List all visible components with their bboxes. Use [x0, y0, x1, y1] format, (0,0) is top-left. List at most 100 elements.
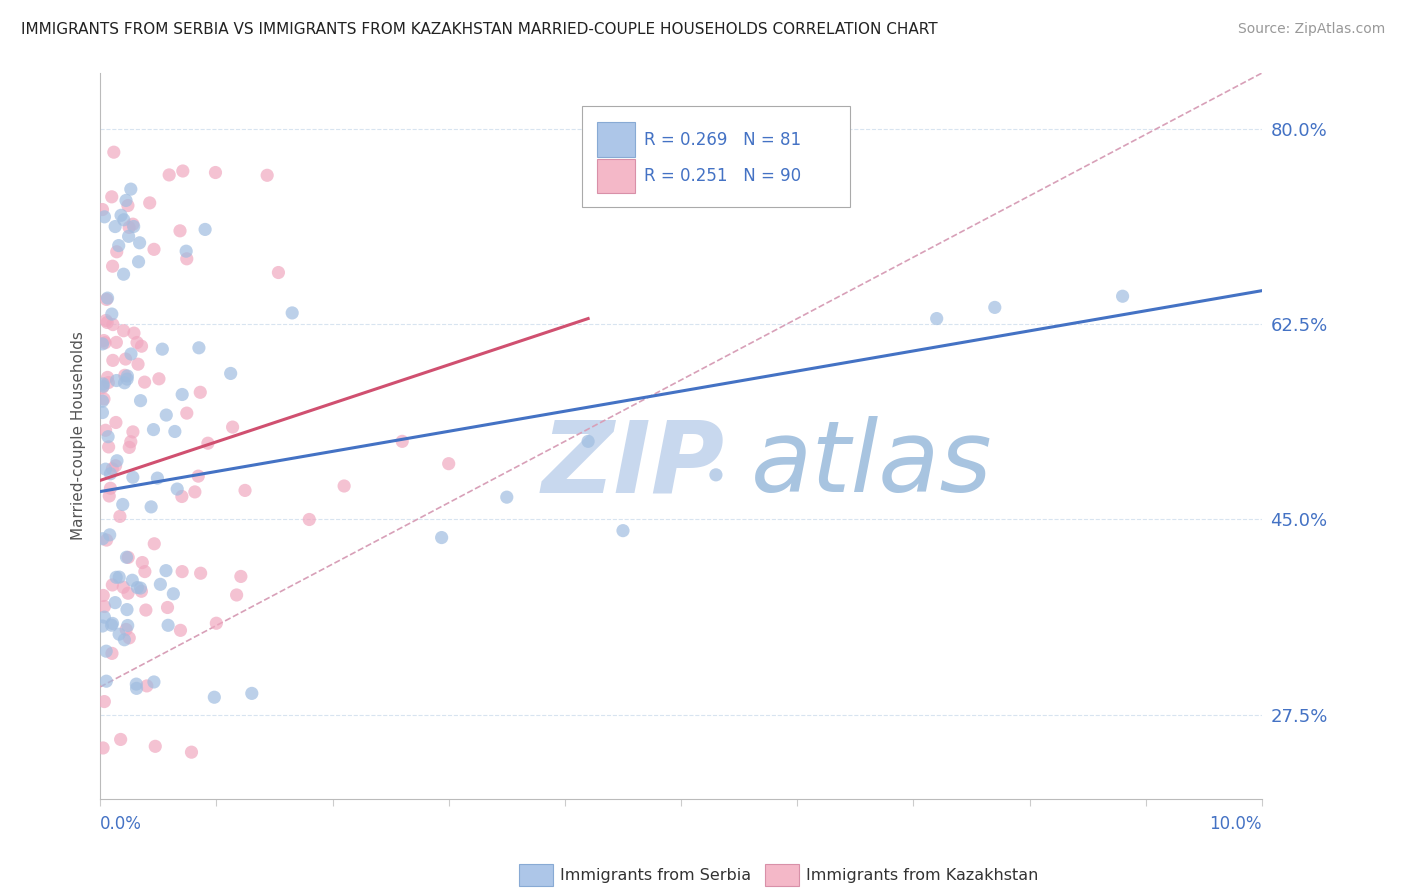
Point	[91, 741, 114, 756]
Point	[112, 212, 135, 227]
Point	[105, 335, 128, 350]
Point	[91, 532, 114, 546]
Point	[333, 479, 356, 493]
Point	[96, 644, 118, 658]
Point	[101, 259, 124, 273]
Point	[96, 370, 118, 384]
Point	[91, 406, 114, 420]
Point	[281, 306, 304, 320]
Point	[111, 498, 134, 512]
Point	[134, 375, 156, 389]
Point	[233, 483, 256, 498]
Point	[127, 581, 149, 595]
Point	[142, 423, 165, 437]
Point	[430, 531, 453, 545]
Point	[163, 425, 186, 439]
Point	[93, 599, 115, 614]
Point	[197, 436, 219, 450]
FancyBboxPatch shape	[582, 105, 849, 207]
Point	[91, 376, 114, 391]
Point	[122, 219, 145, 234]
Point	[115, 623, 138, 637]
Point	[104, 219, 127, 234]
Point	[157, 168, 180, 182]
Point	[120, 182, 142, 196]
Point	[117, 618, 139, 632]
Point	[115, 194, 138, 208]
Point	[93, 610, 115, 624]
Point	[100, 618, 122, 632]
Point	[94, 462, 117, 476]
Point	[117, 229, 139, 244]
Point	[112, 632, 135, 647]
Point	[114, 368, 136, 383]
Point	[205, 616, 228, 631]
Text: ZIP: ZIP	[541, 417, 724, 513]
Point	[194, 222, 217, 236]
Point	[93, 392, 115, 406]
Point	[101, 353, 124, 368]
Point	[134, 565, 156, 579]
Point	[91, 589, 114, 603]
Point	[176, 252, 198, 266]
Point	[104, 596, 127, 610]
Point	[97, 440, 120, 454]
Point	[149, 577, 172, 591]
Point	[96, 316, 118, 330]
Point	[97, 376, 120, 390]
Point	[121, 470, 143, 484]
Point	[97, 430, 120, 444]
Point	[131, 556, 153, 570]
Point	[170, 490, 193, 504]
Point	[135, 679, 157, 693]
Point	[128, 235, 150, 250]
Point	[91, 619, 114, 633]
Point	[125, 335, 148, 350]
Point	[612, 524, 634, 538]
Y-axis label: Married-couple Households: Married-couple Households	[72, 331, 86, 541]
Point	[101, 578, 124, 592]
Point	[169, 224, 191, 238]
Point	[184, 484, 207, 499]
Point	[129, 393, 152, 408]
Point	[115, 602, 138, 616]
Point	[187, 341, 209, 355]
Text: R = 0.269   N = 81: R = 0.269 N = 81	[644, 131, 801, 149]
Point	[114, 376, 136, 390]
Point	[112, 324, 135, 338]
Point	[100, 481, 122, 495]
Point	[93, 210, 115, 224]
Point	[127, 357, 149, 371]
Point	[98, 489, 121, 503]
Text: R = 0.251   N = 90: R = 0.251 N = 90	[644, 167, 801, 185]
Point	[190, 566, 212, 581]
Point	[188, 385, 211, 400]
Point	[96, 674, 118, 689]
Text: Immigrants from Kazakhstan: Immigrants from Kazakhstan	[806, 868, 1038, 882]
Point	[256, 169, 278, 183]
Point	[101, 647, 124, 661]
Point	[117, 586, 139, 600]
Point	[437, 457, 460, 471]
Point	[105, 454, 128, 468]
Point	[135, 603, 157, 617]
Point	[91, 379, 114, 393]
Text: 10.0%: 10.0%	[1209, 815, 1263, 833]
Point	[267, 266, 290, 280]
Point	[94, 313, 117, 327]
Point	[176, 406, 198, 420]
Point	[122, 217, 145, 231]
Point	[148, 372, 170, 386]
Point	[112, 580, 135, 594]
Point	[166, 482, 188, 496]
Point	[495, 490, 517, 504]
Point	[93, 695, 115, 709]
Point	[143, 739, 166, 754]
Point	[115, 372, 138, 386]
Point	[108, 570, 131, 584]
Point	[143, 537, 166, 551]
Point	[91, 202, 114, 217]
Point	[117, 550, 139, 565]
Point	[118, 220, 141, 235]
Point	[180, 745, 202, 759]
